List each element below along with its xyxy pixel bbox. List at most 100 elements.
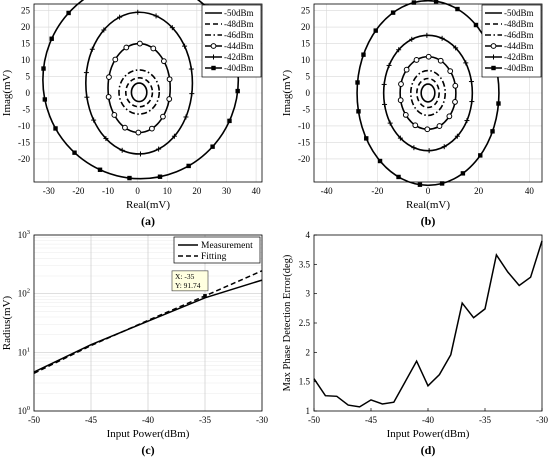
axes-frame <box>33 234 263 412</box>
y-tick-label: 100 <box>18 405 30 416</box>
marker-circle <box>123 44 130 51</box>
marker-square <box>235 88 240 94</box>
datatip-x: X: -35 <box>175 272 195 281</box>
y-tick-label: 0 <box>26 88 31 98</box>
x-tick-label: -30 <box>536 415 548 425</box>
marker-square <box>355 80 360 85</box>
x-axis-label: Real(mV) <box>406 199 450 211</box>
marker-square <box>364 136 369 141</box>
y-tick-label: 0 <box>306 88 311 98</box>
x-tick-label: 0 <box>426 186 431 196</box>
legend-label: Measurement <box>201 241 253 251</box>
marker-circle <box>397 97 404 104</box>
marker-square <box>377 158 383 164</box>
marker-circle <box>122 124 128 131</box>
marker-circle <box>490 43 497 49</box>
y-tick-label: -5 <box>23 104 31 114</box>
marker-square <box>41 66 46 71</box>
x-tick-label: -10 <box>102 186 114 196</box>
marker-square <box>455 6 460 12</box>
marker-square <box>473 22 479 28</box>
y-tick-label: 20 <box>21 22 31 32</box>
y-tick-label: -15 <box>18 137 30 147</box>
legend-label: -42dBm <box>504 52 534 62</box>
marker-square <box>439 181 445 186</box>
legend-label: -48dBm <box>224 19 254 29</box>
x-tick-label: -20 <box>371 186 383 196</box>
axes-frame <box>313 3 543 183</box>
marker-circle <box>425 53 432 60</box>
x-tick-label: 30 <box>222 186 232 196</box>
y-tick-label: -5 <box>303 104 311 114</box>
x-tick-label: 0 <box>135 186 140 196</box>
panel-label: (d) <box>421 443 436 457</box>
marker-circle <box>452 82 459 89</box>
marker-circle <box>150 45 157 52</box>
marker-square <box>491 65 496 71</box>
marker-square <box>66 10 71 16</box>
legend-label: -46dBm <box>224 30 254 40</box>
marker-square <box>127 175 132 181</box>
marker-square <box>211 65 216 71</box>
x-tick-label: -30 <box>256 415 268 425</box>
x-axis-label: Real(mV) <box>126 199 170 211</box>
series-ellipse <box>409 69 447 117</box>
y-axis-label: Imag(mV) <box>281 69 293 116</box>
marker-circle <box>111 112 118 118</box>
y-tick-label: 25 <box>301 6 311 16</box>
legend-label: -50dBm <box>504 8 534 18</box>
y-axis-label: Max Phase Detection Error(deg) <box>282 254 293 391</box>
marker-square <box>396 174 401 180</box>
x-tick-label: 20 <box>192 186 202 196</box>
axes-frame <box>33 3 263 183</box>
legend-label: -48dBm <box>504 19 534 29</box>
marker-circle <box>437 57 444 64</box>
x-tick-label: -40 <box>422 415 434 425</box>
panel-c: -50 -45 -40 -35 -30 100 101 102 103 Input Power(d… <box>1 229 268 457</box>
panel-b: -40 -20 0 20 40 -20 -15 -10 -5 0 5 10 15 20 25 Real(mV)… <box>281 0 543 228</box>
y-tick-label: -20 <box>18 154 30 164</box>
panel-a: -30 -20 -10 0 10 20 30 40 -20 -15 -10 -5 0 5 10 15 20 25 R… <box>1 0 263 228</box>
marker-square <box>373 28 378 33</box>
marker-circle <box>106 74 112 80</box>
marker-square <box>356 109 361 114</box>
y-tick-label: 2 <box>306 347 311 357</box>
marker-circle <box>166 76 173 83</box>
x-tick-label: -40 <box>142 415 154 425</box>
datatip-point <box>203 294 207 298</box>
marker-circle <box>136 40 143 47</box>
marker-circle <box>135 129 142 136</box>
y-tick-label: -20 <box>298 154 310 164</box>
marker-square <box>390 10 396 15</box>
x-tick-label: 40 <box>525 186 535 196</box>
marker-square <box>411 0 417 5</box>
marker-circle <box>160 113 166 120</box>
series-ellipse <box>118 69 161 115</box>
x-tick-label: -30 <box>43 186 55 196</box>
legend-label: -44dBm <box>504 41 534 51</box>
datatip-box <box>171 270 209 292</box>
marker-square <box>478 153 483 158</box>
y-axis-label: Radius(mV) <box>1 295 13 350</box>
legend-label: -50dBm <box>224 8 254 18</box>
series-ellipse <box>420 83 436 103</box>
legend-label: -40dBm <box>504 63 534 73</box>
y-tick-label: 3.5 <box>299 259 311 269</box>
y-tick-label: -10 <box>18 121 30 131</box>
y-tick-label: 2.5 <box>299 318 311 328</box>
legend-label: Fitting <box>201 252 227 262</box>
y-tick-label: -10 <box>298 121 310 131</box>
series-ellipse <box>107 42 172 134</box>
marker-circle <box>402 112 409 118</box>
panel-label: (c) <box>141 443 154 457</box>
y-tick-label: 3 <box>306 289 311 299</box>
marker-circle <box>413 57 420 63</box>
marker-square <box>361 52 366 57</box>
legend-label: -44dBm <box>224 41 254 51</box>
marker-circle <box>112 56 119 63</box>
marker-square <box>490 129 495 134</box>
y-tick-label: 5 <box>26 72 31 82</box>
y-tick-label: 102 <box>18 288 30 299</box>
y-tick-label: 5 <box>306 72 311 82</box>
